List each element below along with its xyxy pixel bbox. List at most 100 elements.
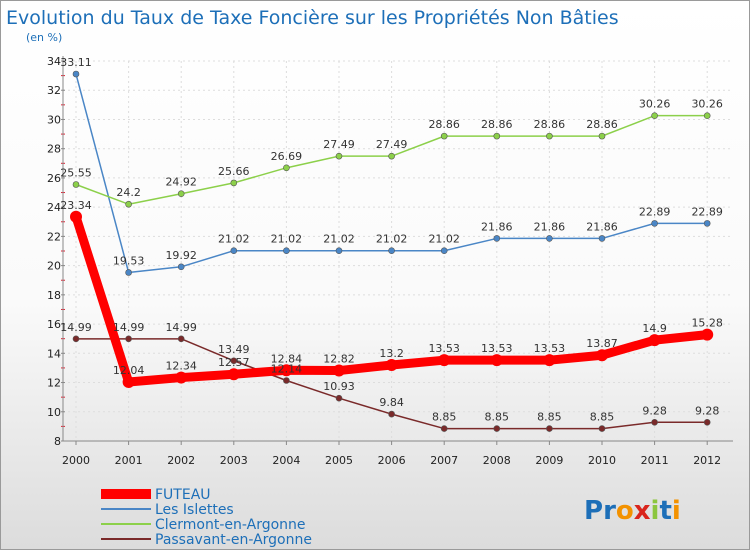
data-point	[230, 357, 238, 365]
x-tick-label: 2008	[483, 454, 511, 467]
y-tick-label: 16	[47, 318, 61, 331]
data-point	[388, 152, 395, 160]
data-label: 21.86	[534, 220, 566, 233]
data-point	[230, 247, 238, 255]
chart-subtitle: (en %)	[26, 31, 62, 44]
y-tick-label: 28	[47, 143, 61, 156]
data-label: 23.34	[60, 199, 92, 212]
y-tick-label: 8	[54, 435, 61, 448]
data-point	[283, 164, 290, 172]
data-point	[598, 425, 606, 432]
logo-letter: x	[634, 496, 651, 526]
data-label: 21.86	[481, 220, 513, 233]
data-point	[440, 247, 448, 255]
y-tick-label: 10	[47, 406, 61, 419]
legend-label: Les Islettes	[155, 502, 234, 518]
y-tick-label: 26	[47, 172, 61, 185]
y-tick-label: 32	[47, 84, 61, 97]
data-label: 28.86	[586, 118, 618, 131]
data-point	[177, 263, 185, 271]
data-point	[651, 220, 658, 227]
y-tick-label: 18	[47, 289, 61, 302]
proxiti-logo: Proxiti	[584, 496, 681, 526]
x-tick-label: 2004	[272, 454, 300, 467]
data-label: 13.2	[379, 347, 404, 360]
data-label: 14.99	[165, 321, 197, 334]
logo-letter: i	[672, 496, 681, 526]
data-point	[703, 220, 711, 227]
data-point	[651, 112, 658, 119]
data-point	[546, 132, 553, 140]
x-tick-label: 2002	[167, 454, 195, 467]
series-clermont-en-argonne	[72, 112, 711, 208]
x-tick-label: 2012	[693, 454, 721, 467]
logo-letter: o	[616, 496, 634, 526]
data-point	[385, 359, 398, 371]
data-point	[388, 247, 395, 255]
data-label: 21.02	[218, 233, 250, 246]
data-point	[493, 132, 501, 140]
data-point	[703, 112, 711, 119]
data-label: 21.86	[586, 220, 618, 233]
data-label: 9.28	[695, 404, 720, 417]
data-label: 26.69	[271, 150, 303, 163]
legend-label: Clermont-en-Argonne	[155, 517, 306, 533]
data-label: 13.53	[428, 342, 460, 355]
legend-item: Clermont-en-Argonne	[101, 517, 306, 533]
data-label: 15.28	[691, 317, 723, 330]
data-point	[280, 364, 293, 377]
x-tick-label: 2005	[325, 454, 353, 467]
data-point	[125, 335, 132, 343]
data-point	[335, 152, 343, 160]
data-point	[701, 328, 714, 341]
data-label: 14.99	[113, 321, 145, 334]
data-label: 9.28	[642, 404, 667, 417]
data-point	[283, 377, 290, 384]
data-label: 8.85	[537, 411, 562, 424]
y-tick-label: 14	[47, 347, 61, 360]
legend-label: Passavant-en-Argonne	[155, 532, 312, 548]
data-label: 10.93	[323, 380, 355, 393]
chart-title: Evolution du Taux de Taxe Foncière sur l…	[6, 7, 619, 29]
data-label: 12.34	[165, 360, 197, 373]
y-tick-label: 22	[47, 230, 61, 243]
legend-item: Passavant-en-Argonne	[101, 532, 312, 548]
x-tick-label: 2010	[588, 454, 616, 467]
data-point	[177, 335, 185, 343]
data-label: 13.49	[218, 343, 250, 356]
data-point	[70, 210, 82, 223]
data-label: 8.85	[485, 411, 510, 424]
data-label: 12.57	[218, 356, 250, 369]
x-tick-label: 2006	[378, 454, 406, 467]
logo-letter: P	[584, 496, 603, 526]
legend-item: Les Islettes	[101, 502, 234, 518]
x-tick-label: 2003	[220, 454, 248, 467]
data-label: 21.02	[376, 233, 408, 246]
series-futeau	[70, 210, 714, 388]
x-tick-label: 2007	[430, 454, 458, 467]
x-tick-label: 2001	[115, 454, 143, 467]
data-point	[177, 190, 185, 198]
data-label: 33.11	[60, 56, 92, 69]
data-label: 28.86	[534, 118, 566, 131]
y-tick-label: 24	[47, 201, 61, 214]
data-point	[546, 235, 553, 242]
data-point	[598, 132, 606, 140]
data-label: 9.84	[379, 396, 404, 409]
axes: 8 10 12 14 16 18 20 22 24 26 28 30 32 34 2000 2001 2002 2…	[47, 55, 733, 467]
data-label: 8.85	[432, 411, 457, 424]
y-tick-label: 20	[47, 260, 61, 273]
series-layer: 14.99 14.99 14.99 13.49 12.14 10.93 9.84 8.85 8.…	[60, 56, 723, 432]
data-point	[122, 375, 135, 388]
data-point	[333, 364, 345, 377]
logo-letter: i	[651, 496, 660, 526]
data-label: 12.14	[271, 362, 303, 375]
y-tick-label: 12	[47, 377, 61, 390]
data-label: 19.53	[113, 254, 145, 267]
data-label: 19.92	[165, 249, 197, 262]
data-point	[230, 179, 238, 187]
data-label: 27.49	[376, 138, 408, 151]
data-point	[598, 235, 606, 242]
data-point	[72, 181, 80, 188]
data-label: 28.86	[481, 118, 513, 131]
